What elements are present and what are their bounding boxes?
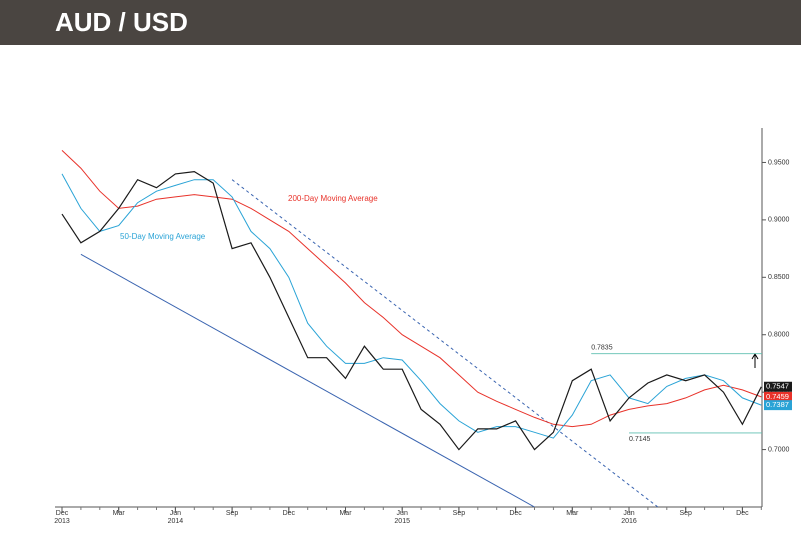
x-tick-label: Jun <box>397 510 408 517</box>
price-line <box>61 170 762 451</box>
header-band <box>0 0 801 45</box>
x-tick-label: Dec <box>736 510 749 517</box>
y-tick-label: 0.9500 <box>768 159 790 166</box>
x-tick-label: Sep <box>226 510 239 517</box>
level-label: 0.7145 <box>629 436 651 443</box>
x-tick-label: Jun <box>170 510 181 517</box>
series-label: 50-Day Moving Average <box>120 232 206 241</box>
moving-average-line <box>61 150 762 428</box>
y-tick-label: 0.9000 <box>768 217 790 224</box>
last-value-tag <box>764 381 792 392</box>
level-label: 0.7835 <box>591 345 613 352</box>
y-tick-label: 0.7000 <box>768 446 790 453</box>
chart-title: AUD / USD <box>55 7 188 37</box>
last-value-label: 0.7459 <box>766 392 789 401</box>
x-tick-label: Mar <box>566 510 579 517</box>
series-label: 200-Day Moving Average <box>288 194 378 203</box>
x-tick-label: Dec <box>509 510 522 517</box>
x-tick-label: Mar <box>113 510 126 517</box>
trendline <box>80 253 535 507</box>
y-tick-label: 0.8000 <box>768 332 790 339</box>
x-tick-label: Sep <box>453 510 466 517</box>
x-tick-label: Dec <box>283 510 296 517</box>
last-value-label: 0.7387 <box>766 400 789 409</box>
x-tick-label: Sep <box>679 510 692 517</box>
year-label: 2015 <box>394 518 410 525</box>
x-tick-label: Dec <box>56 510 69 517</box>
year-label: 2013 <box>54 518 70 525</box>
last-value-tag <box>764 391 792 402</box>
year-label: 2016 <box>621 518 637 525</box>
x-tick-label: Mar <box>339 510 352 517</box>
moving-average-line <box>61 173 762 439</box>
y-tick-label: 0.8500 <box>768 274 790 281</box>
plot-area <box>61 150 762 507</box>
trendline <box>231 179 659 507</box>
last-value-label: 0.7547 <box>766 382 789 391</box>
x-tick-label: Jun <box>623 510 634 517</box>
year-label: 2014 <box>168 518 184 525</box>
last-value-tag <box>764 400 792 411</box>
